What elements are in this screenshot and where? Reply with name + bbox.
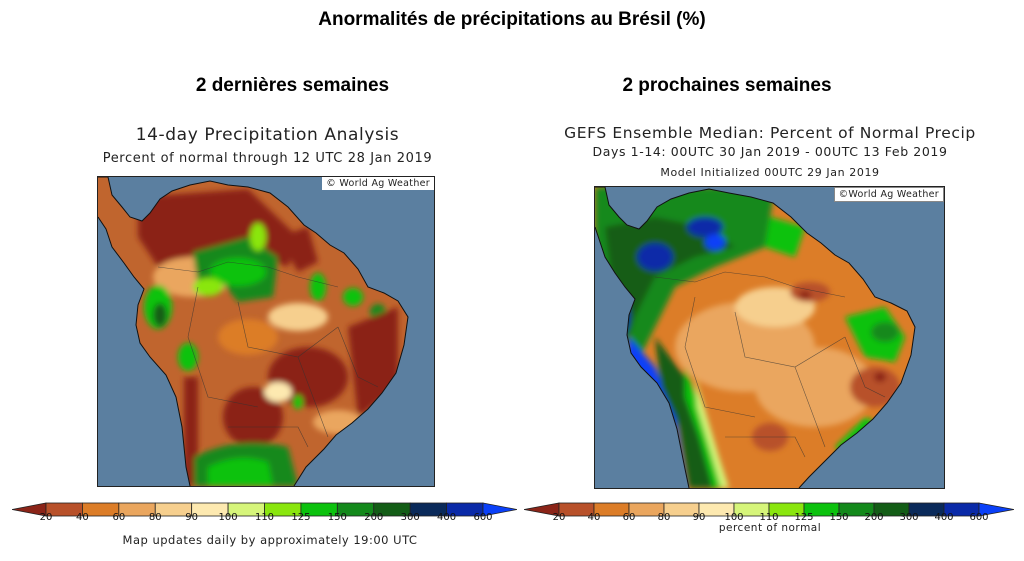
colorbar-past-tick-label: 80 — [148, 512, 162, 523]
colorbar-forecast-tick-label: 40 — [587, 512, 601, 523]
colorbar-past-tick-label: 40 — [76, 512, 89, 523]
colorbar-past-tick-label: 60 — [112, 512, 126, 523]
credit-past: © World Ag Weather — [322, 177, 434, 190]
colorbar-forecast-tick-label: 20 — [552, 512, 566, 523]
map-subtitle-past: Percent of normal through 12 UTC 28 Jan … — [102, 151, 433, 166]
map-past-graphic — [98, 177, 434, 486]
map-init-forecast: Model Initialized 00UTC 29 Jan 2019 — [660, 166, 880, 179]
colorbar-past-tick-label: 90 — [185, 512, 199, 523]
colorbar-past-tick-label: 200 — [364, 512, 384, 523]
colorbar-forecast-tick-label: 125 — [794, 512, 814, 523]
colorbar-past-tick-label: 110 — [254, 512, 275, 523]
colorbar-caption-past: Map updates daily by approximately 19:00… — [122, 533, 418, 547]
colorbar-past-tick-label: 125 — [291, 512, 311, 523]
colorbar-forecast-tick-label: 110 — [759, 512, 779, 523]
colorbar-past-ticks: 20 40 60 80 90 100 110 125 150 200 300 400 600 — [0, 512, 520, 526]
colorbar-forecast-arrow-high — [978, 502, 1015, 517]
colorbar-forecast-ticks: 20 40 60 80 90 100 110 125 150 200 300 400 600 — [0, 512, 1024, 526]
colorbar-past-graphic — [11, 502, 518, 517]
map-subtitle-forecast: Days 1-14: 00UTC 30 Jan 2019 - 00UTC 13 … — [592, 144, 948, 159]
colorbar-past-tick-label: 20 — [39, 512, 53, 523]
colorbar-past — [11, 501, 518, 519]
credit-forecast: ©World Ag Weather — [833, 187, 944, 202]
colorbar-forecast-tick-label: 400 — [934, 512, 954, 523]
map-forecast-graphic — [595, 187, 944, 488]
colorbar-past-tick-label: 100 — [218, 512, 238, 523]
map-title-forecast: GEFS Ensemble Median: Percent of Normal … — [564, 124, 976, 142]
colorbar-forecast-graphic — [523, 502, 1015, 517]
panel-heading-forecast: 2 prochaines semaines — [622, 75, 832, 96]
colorbar-caption-forecast: percent of normal — [718, 522, 822, 534]
colorbar-past-arrow-high — [482, 502, 518, 517]
colorbar-forecast-tick-label: 200 — [864, 512, 884, 523]
colorbar-forecast-tick-label: 90 — [692, 512, 706, 523]
colorbar-forecast-tick-label: 600 — [969, 512, 989, 523]
panel-heading-past: 2 dernières semaines — [195, 75, 390, 96]
colorbar-past-tick-label: 600 — [473, 512, 493, 523]
colorbar-forecast-tick-label: 100 — [724, 512, 744, 523]
colorbar-past-tick-label: 400 — [437, 512, 457, 523]
colorbar-forecast-tick-label: 150 — [829, 512, 849, 523]
colorbar-forecast-tick-label: 300 — [899, 512, 919, 523]
colorbar-past-tick-label: 150 — [327, 512, 347, 523]
map-past: © World Ag Weather — [97, 176, 435, 487]
map-forecast: ©World Ag Weather — [594, 186, 945, 489]
page-title: Anormalités de précipitations au Brésil … — [318, 9, 706, 30]
colorbar-past-tick-label: 300 — [400, 512, 420, 523]
map-title-past: 14-day Precipitation Analysis — [135, 125, 400, 145]
colorbar-forecast — [523, 501, 1015, 519]
colorbar-forecast-tick-label: 80 — [657, 512, 671, 523]
colorbar-forecast-tick-label: 60 — [622, 512, 636, 523]
